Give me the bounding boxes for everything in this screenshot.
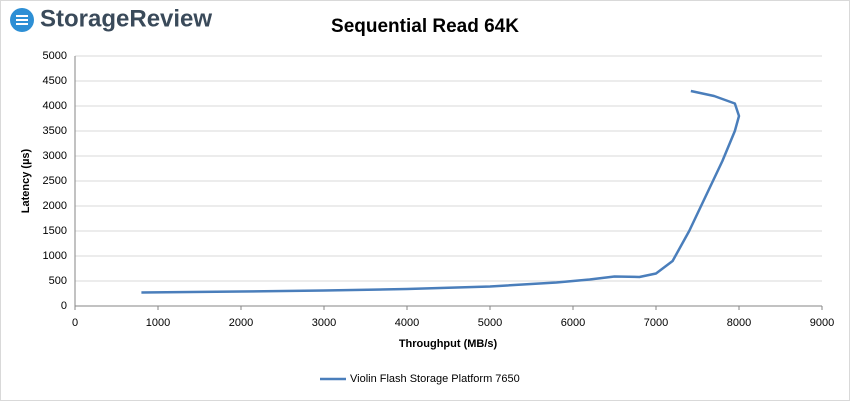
data-line (141, 89, 741, 294)
chart-title: Sequential Read 64K (331, 16, 519, 37)
x-tick-label: 4000 (395, 317, 419, 329)
x-tick-label: 3000 (312, 317, 336, 329)
y-tick-label: 2000 (43, 200, 67, 212)
x-axis-label: Throughput (MB/s) (399, 338, 498, 350)
x-tick-label: 5000 (478, 317, 502, 329)
y-tick-label: 2500 (43, 175, 67, 187)
y-tick-label: 3500 (43, 125, 67, 137)
y-axis-label: Latency (µs) (20, 148, 32, 213)
brand: StorageReview (40, 5, 212, 32)
x-tick-label: 8000 (727, 317, 751, 329)
y-tick-label: 3000 (43, 150, 67, 162)
y-tick-label: 4000 (43, 100, 67, 112)
y-tick-label: 1000 (43, 250, 67, 262)
y-tick-label: 500 (49, 275, 67, 287)
y-tick-label: 1500 (43, 225, 67, 237)
y-tick-label: 4500 (43, 75, 67, 87)
y-tick-label: 0 (61, 300, 67, 312)
logo-icon-lines (16, 15, 28, 25)
x-tick-label: 6000 (561, 317, 585, 329)
y-tick-label: 5000 (43, 50, 67, 62)
x-tick-label: 2000 (229, 317, 253, 329)
x-tick-label: 1000 (146, 317, 170, 329)
x-tick-label: 0 (72, 317, 78, 329)
x-tick-label: 9000 (810, 317, 834, 329)
x-tick-label: 7000 (644, 317, 668, 329)
logo: StorageReview (10, 5, 212, 32)
legend-label: Violin Flash Storage Platform 7650 (350, 373, 520, 385)
